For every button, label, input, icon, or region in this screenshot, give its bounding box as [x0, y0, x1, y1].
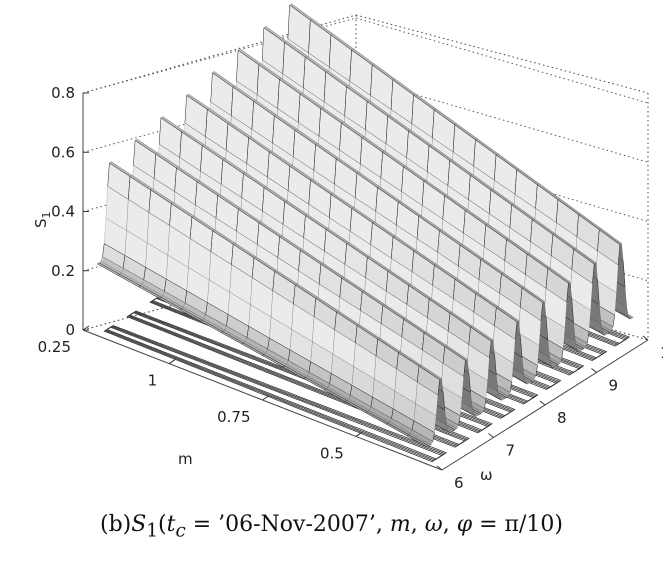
- surface-mesh: [96, 3, 634, 448]
- z-axis-label: S1: [32, 211, 53, 228]
- omega-tick: [436, 465, 443, 471]
- z-tick-label: 0: [65, 321, 75, 339]
- caption-tc: t: [166, 512, 176, 537]
- z-tick-label: 0.6: [51, 143, 75, 161]
- z-axis-label-main: S: [32, 218, 50, 228]
- caption-m: m: [389, 512, 411, 537]
- surface-facet: [406, 434, 430, 448]
- contour-line: [106, 326, 443, 460]
- contour-line: [126, 310, 470, 448]
- omega-tick: [642, 335, 649, 341]
- z-tick-label: 0.2: [51, 262, 75, 280]
- caption-phi: φ: [456, 512, 473, 537]
- m-tick-labels: 0.25 1 0.75 0.5: [38, 325, 363, 462]
- m-axis-label: m: [178, 450, 193, 468]
- omega-tick: [539, 400, 546, 406]
- caption-func: S: [131, 512, 147, 537]
- z-tick-label: 0.4: [51, 203, 75, 221]
- grid-line: [355, 17, 649, 104]
- caption-omega: ω: [424, 512, 443, 537]
- omega-tick-label: 8: [557, 409, 567, 427]
- contour-line: [103, 325, 448, 463]
- omega-tick-labels: 6 7 8 9 10: [436, 335, 663, 492]
- contour-line: [104, 325, 446, 462]
- m-tick: [168, 359, 176, 365]
- omega-tick-label: 7: [506, 442, 516, 460]
- caption-func-sub: 1: [146, 520, 158, 542]
- omega-tick-label: 10: [660, 344, 663, 362]
- m-tick: [262, 395, 269, 401]
- m-tick-label: 0.75: [217, 408, 250, 426]
- omega-tick: [591, 368, 597, 373]
- m-tick-label: 0.5: [320, 444, 344, 462]
- contour-line: [129, 312, 466, 445]
- caption-tc-value: = ’06-Nov-2007’,: [185, 512, 390, 537]
- m-tick-label: 0.25: [38, 338, 71, 356]
- m-tick-label: 1: [148, 372, 158, 390]
- omega-tick-label: 9: [609, 377, 619, 395]
- caption-phi-value: = π/10): [472, 512, 563, 537]
- figure-caption: (b)S1(tc = ’06-Nov-2007’, m, ω, φ = π/10…: [0, 512, 663, 541]
- back-top-edge-right: [355, 14, 649, 94]
- caption-tc-sub: c: [175, 520, 186, 542]
- caption-sep2: ,: [442, 512, 457, 537]
- m-tick: [82, 325, 90, 331]
- z-axis-label-sub: 1: [40, 211, 53, 218]
- caption-open: (: [158, 512, 167, 537]
- omega-tick: [488, 433, 494, 438]
- caption-prefix: (b): [100, 512, 132, 537]
- m-tick: [355, 431, 363, 437]
- contour-line: [127, 311, 469, 447]
- caption-sep1: ,: [410, 512, 425, 537]
- z-tick-label: 0.8: [51, 84, 75, 102]
- contour-line: [128, 311, 468, 446]
- omega-axis-label: ω: [480, 466, 493, 484]
- omega-tick-label: 6: [454, 474, 464, 492]
- z-tick-labels: 0 0.2 0.4 0.6 0.8: [51, 84, 89, 339]
- contour-line: [105, 326, 445, 461]
